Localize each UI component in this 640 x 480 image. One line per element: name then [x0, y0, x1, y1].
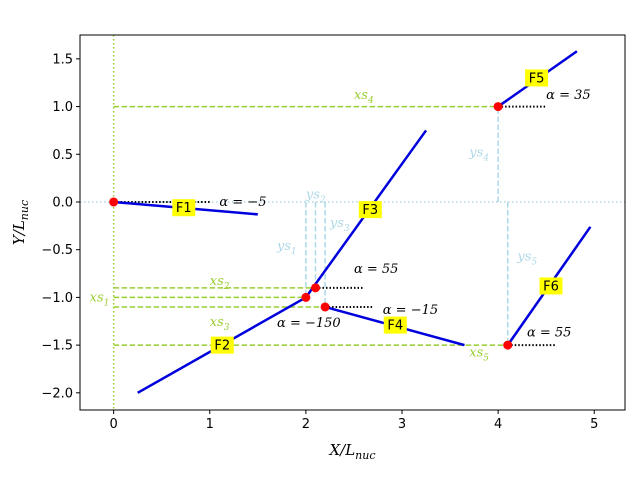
- intersection-point: [503, 340, 513, 350]
- alpha-annotation: α = 55: [527, 326, 571, 341]
- ys-annotation: ys3: [329, 216, 350, 234]
- plot-frame: [79, 34, 626, 411]
- fracture-tag-label: F2: [214, 339, 230, 354]
- fracture-tag-box: [539, 277, 563, 295]
- alpha-annotation: α = −150: [277, 316, 341, 331]
- alpha-annotation: α = −15: [383, 303, 438, 318]
- y-tick-label: 0.5: [52, 148, 73, 163]
- fracture-tag-box: [383, 316, 407, 334]
- ys-annotation: ys5: [516, 249, 537, 267]
- intersection-point: [310, 283, 320, 293]
- xs-annotation: xs4: [354, 88, 374, 106]
- ys-annotation: ys1: [276, 239, 297, 257]
- ys-annotation: ys2: [305, 187, 326, 205]
- intersection-point: [320, 302, 330, 312]
- xs-annotation: xs1: [90, 290, 110, 308]
- y-tick-label: 1.5: [52, 52, 73, 67]
- fracture-tag-box: [358, 201, 382, 219]
- xs-annotation: xs3: [210, 315, 230, 333]
- fracture-tag-box: [172, 199, 196, 217]
- ys-annotation: ys4: [468, 145, 489, 163]
- x-tick-label: 3: [398, 417, 406, 432]
- y-tick-label: −1.5: [41, 339, 73, 354]
- fracture-tag-box: [525, 69, 549, 87]
- intersection-point: [493, 102, 503, 112]
- fracture-tag-label: F6: [543, 279, 559, 294]
- x-tick-label: 2: [302, 417, 310, 432]
- y-tick-label: 1.0: [52, 100, 73, 115]
- fracture-tag-label: F3: [362, 203, 378, 218]
- fracture-tag-label: F5: [529, 71, 545, 86]
- y-tick-label: −1.0: [41, 291, 73, 306]
- fracture-tag-label: F4: [387, 319, 403, 334]
- x-tick-label: 0: [110, 417, 118, 432]
- alpha-annotation: α = 35: [546, 88, 590, 103]
- x-axis-label: X/Lnuc: [328, 441, 375, 462]
- intersection-point: [109, 197, 119, 207]
- fracture-tag-label: F1: [176, 201, 192, 216]
- fracture-tag-box: [210, 336, 234, 354]
- x-tick-label: 1: [206, 417, 214, 432]
- alpha-annotation: α = 55: [354, 262, 398, 277]
- xs-annotation: xs5: [469, 346, 489, 364]
- y-tick-label: −0.5: [41, 243, 73, 258]
- y-tick-label: −2.0: [41, 386, 73, 401]
- y-axis-label: Y/Lnuc: [10, 200, 31, 245]
- alpha-annotation: α = −5: [219, 195, 266, 210]
- x-tick-label: 4: [494, 417, 502, 432]
- x-tick-label: 5: [590, 417, 598, 432]
- intersection-point: [301, 292, 311, 302]
- xs-annotation: xs2: [210, 274, 230, 292]
- y-tick-label: 0.0: [52, 195, 73, 210]
